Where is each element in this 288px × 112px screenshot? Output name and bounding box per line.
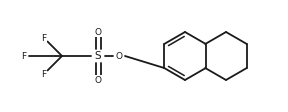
- Text: O: O: [94, 28, 101, 37]
- Text: O: O: [115, 52, 122, 60]
- Text: F: F: [41, 33, 47, 42]
- Text: O: O: [94, 75, 101, 84]
- Text: F: F: [41, 70, 47, 79]
- Text: S: S: [95, 51, 101, 61]
- Text: F: F: [21, 52, 26, 60]
